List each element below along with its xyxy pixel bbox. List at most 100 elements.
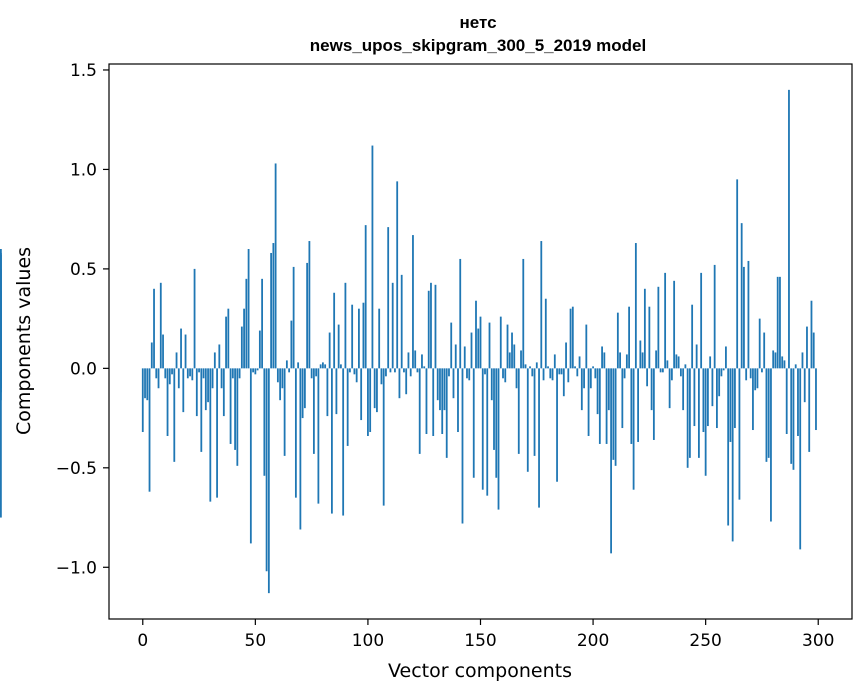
bar xyxy=(542,368,545,381)
bar xyxy=(556,368,558,482)
bar xyxy=(299,368,302,530)
bar xyxy=(164,368,167,379)
bar xyxy=(461,368,464,524)
bar xyxy=(531,368,534,377)
bar xyxy=(340,364,342,369)
bar xyxy=(603,352,606,369)
bar xyxy=(655,350,658,369)
bar xyxy=(146,368,149,401)
bar xyxy=(520,350,522,369)
bar xyxy=(790,368,793,464)
bar xyxy=(337,324,340,369)
bar xyxy=(632,368,635,490)
bar xyxy=(693,368,696,427)
bar xyxy=(756,368,759,389)
bar xyxy=(648,306,651,369)
bar xyxy=(198,368,200,373)
bar xyxy=(587,368,590,436)
bar xyxy=(650,368,653,411)
bar xyxy=(211,368,214,389)
bar xyxy=(815,368,817,431)
bar xyxy=(265,368,268,572)
bar xyxy=(529,366,531,369)
bar xyxy=(761,368,763,373)
bar xyxy=(691,304,694,369)
bar xyxy=(423,366,426,369)
bar xyxy=(484,368,486,375)
bars-group xyxy=(0,89,817,594)
bar xyxy=(538,368,540,508)
bar xyxy=(493,368,495,450)
bar xyxy=(736,179,739,369)
bar xyxy=(565,342,567,369)
bar xyxy=(720,368,723,377)
bar xyxy=(799,368,802,550)
bar xyxy=(391,282,394,369)
y-tick-label: −1.0 xyxy=(56,558,97,578)
bar xyxy=(0,368,2,381)
bar xyxy=(427,290,430,369)
bar xyxy=(0,368,2,518)
bar xyxy=(515,368,518,389)
bar xyxy=(490,368,493,401)
bar xyxy=(571,306,574,369)
bar xyxy=(729,368,732,442)
bar xyxy=(303,368,306,409)
bar xyxy=(382,368,385,506)
bar xyxy=(506,324,509,369)
bar xyxy=(403,368,405,373)
bar xyxy=(358,308,360,369)
x-tick-label: 300 xyxy=(802,631,834,651)
bar xyxy=(173,368,176,462)
bar xyxy=(553,354,556,369)
bar xyxy=(808,368,811,452)
bar xyxy=(225,316,227,369)
bar xyxy=(486,368,489,496)
bar xyxy=(373,368,376,409)
bar xyxy=(725,346,727,369)
bar xyxy=(508,352,511,369)
bar xyxy=(526,368,529,472)
bar xyxy=(328,332,331,369)
bar xyxy=(432,368,435,436)
bar xyxy=(355,368,358,383)
bar xyxy=(637,368,640,442)
bar xyxy=(184,334,187,369)
bar xyxy=(614,368,617,466)
bar xyxy=(522,258,525,369)
bar xyxy=(450,322,453,369)
bar xyxy=(713,264,716,369)
bar xyxy=(682,368,685,411)
bar xyxy=(274,163,277,369)
bar xyxy=(398,368,401,399)
bar xyxy=(470,332,473,369)
bar xyxy=(558,368,561,375)
bar xyxy=(772,350,775,369)
bar xyxy=(578,356,581,369)
bar xyxy=(346,368,349,446)
bar xyxy=(589,368,592,389)
bar xyxy=(544,298,547,369)
bar xyxy=(639,340,642,369)
bar xyxy=(441,368,444,434)
bar xyxy=(414,350,417,369)
bar xyxy=(353,368,356,375)
bar xyxy=(238,368,241,379)
bar xyxy=(576,368,579,377)
bar xyxy=(783,360,786,369)
bar xyxy=(315,368,318,377)
bar xyxy=(407,352,410,369)
bar xyxy=(664,272,667,369)
bar xyxy=(511,332,513,369)
bar xyxy=(625,354,628,369)
bar xyxy=(349,368,351,373)
y-axis-label: Components values xyxy=(13,247,35,435)
bar xyxy=(396,181,399,369)
bar xyxy=(236,368,239,466)
bar xyxy=(324,364,327,369)
bar xyxy=(155,368,158,379)
bar xyxy=(758,318,761,369)
bar xyxy=(547,366,549,369)
bar xyxy=(495,368,498,478)
